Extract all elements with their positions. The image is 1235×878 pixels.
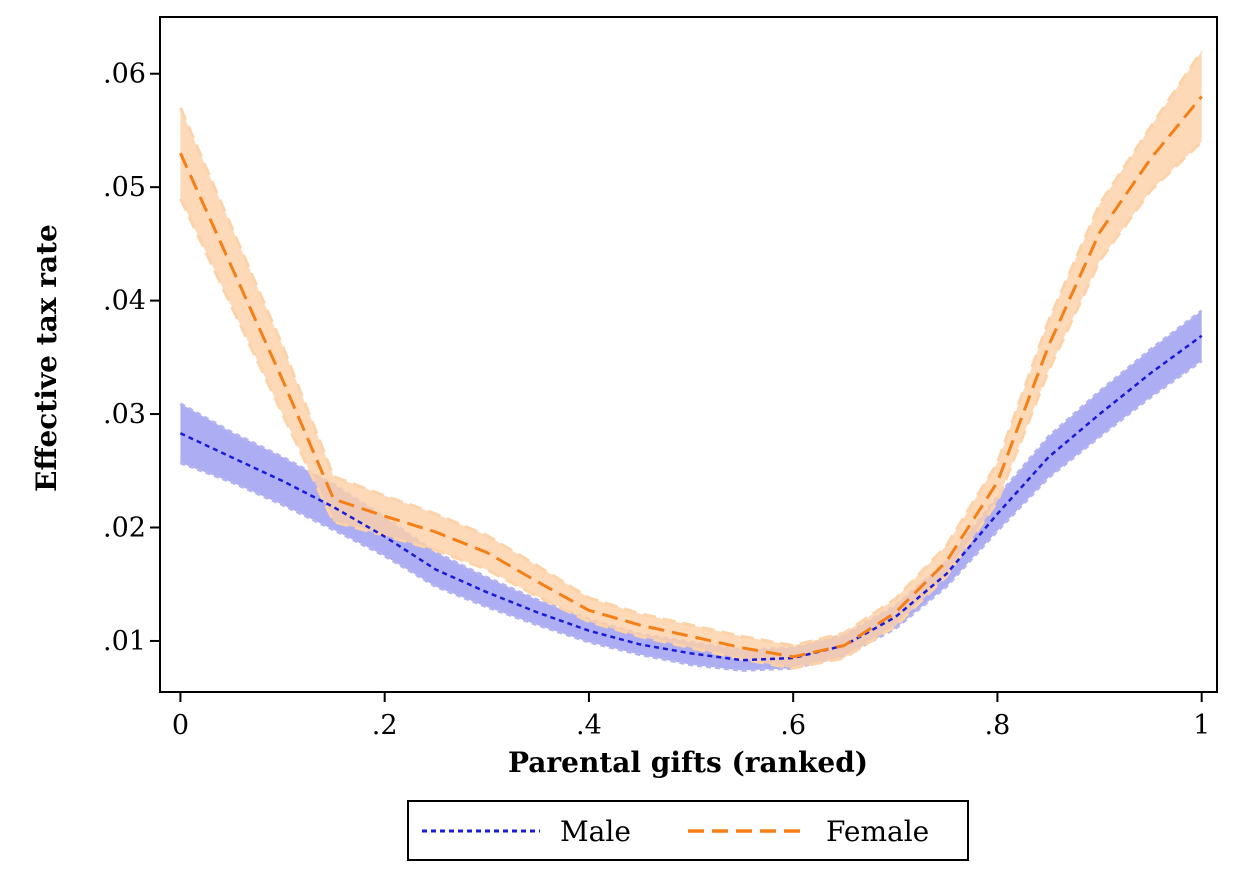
legend-label-female: Female bbox=[826, 815, 929, 848]
y-axis-title: Effective tax rate bbox=[30, 224, 63, 492]
y-axis-ticks: .01 .02 .03 .04 .05 .06 bbox=[103, 59, 160, 657]
confidence-bands bbox=[179, 50, 1203, 672]
x-tick-label: .4 bbox=[576, 710, 602, 741]
y-tick-label: .04 bbox=[103, 286, 146, 317]
band-upper-edge-female bbox=[179, 50, 1203, 648]
confidence-band-male bbox=[180, 310, 1202, 671]
y-tick-label: .03 bbox=[103, 399, 146, 430]
y-tick-label: .01 bbox=[103, 626, 146, 657]
band-lower-edge-female bbox=[179, 140, 1203, 670]
legend-box bbox=[407, 800, 969, 861]
y-tick-label: .06 bbox=[103, 59, 146, 90]
x-tick-label: 1 bbox=[1193, 710, 1210, 741]
band-lower-edge-male bbox=[179, 359, 1203, 672]
x-tick-label: .2 bbox=[372, 710, 398, 741]
x-tick-label: .8 bbox=[985, 710, 1011, 741]
x-tick-label: 0 bbox=[172, 710, 189, 741]
x-axis-title: Parental gifts (ranked) bbox=[508, 746, 868, 779]
series-line-male bbox=[179, 334, 1203, 662]
series-lines bbox=[179, 95, 1203, 662]
y-tick-label: .05 bbox=[103, 172, 146, 203]
legend: Male Female bbox=[407, 800, 969, 861]
y-tick-label: .02 bbox=[103, 513, 146, 544]
x-tick-label: .6 bbox=[780, 710, 806, 741]
x-axis-ticks: 0 .2 .4 .6 .8 1 bbox=[172, 692, 1210, 741]
plot-frame bbox=[159, 16, 1218, 693]
series-line-female bbox=[179, 95, 1203, 659]
legend-label-male: Male bbox=[560, 815, 631, 848]
